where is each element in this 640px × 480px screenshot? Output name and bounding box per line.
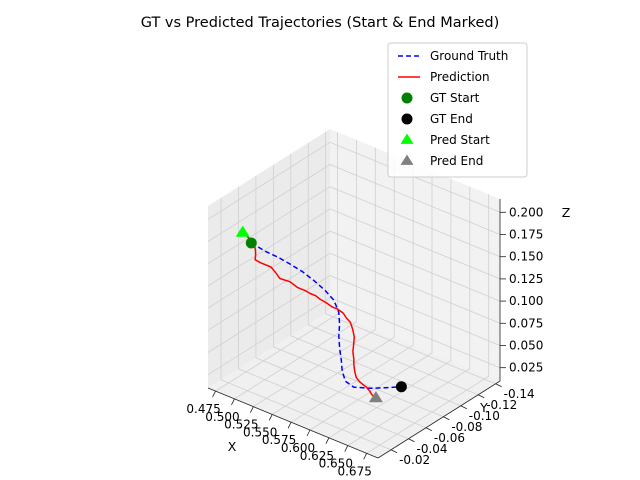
x-tick-label: 0.650 <box>319 457 353 471</box>
x-tick-label: 0.525 <box>224 418 258 432</box>
z-gridline <box>207 208 501 287</box>
prediction-line <box>242 232 377 399</box>
axes-edges <box>207 199 501 459</box>
z-tick-label: 0.050 <box>509 338 543 352</box>
y-axis-line <box>377 380 501 459</box>
y-tick <box>443 416 450 421</box>
legend-box <box>387 42 528 178</box>
y-tick-label: -0.12 <box>486 398 517 412</box>
z-gridline <box>207 164 501 242</box>
x-gridline <box>347 186 471 446</box>
y-tick-label: -0.06 <box>434 431 465 445</box>
gt-start-marker <box>245 237 257 249</box>
y-gridline <box>307 142 479 396</box>
z-tick-label: 0.150 <box>509 250 543 264</box>
z-gridline <box>207 141 501 220</box>
z-tick-label: 0.075 <box>509 316 543 330</box>
back-pane <box>330 129 500 381</box>
x-tick <box>212 390 216 398</box>
z-gridline <box>207 297 501 376</box>
legend-label: Ground Truth <box>430 49 508 63</box>
z-tick-label: 0.125 <box>509 272 543 286</box>
y-tick-label: -0.02 <box>399 453 430 467</box>
x-gridline <box>271 155 395 415</box>
pred-start-marker <box>235 225 250 237</box>
y-tick <box>478 394 485 399</box>
x-gridline <box>328 178 452 439</box>
x-tick-label: 0.600 <box>281 441 315 455</box>
ground-truth-line <box>250 242 402 390</box>
y-tick <box>495 383 502 388</box>
chart-title: GT vs Predicted Trajectories (Start & En… <box>141 15 500 31</box>
legend-swatch <box>400 154 414 165</box>
y-tick <box>390 449 398 454</box>
y-tick-label: -0.10 <box>469 409 500 423</box>
x-gridline <box>290 163 414 423</box>
z-axis-label: Z <box>562 205 571 220</box>
x-axis-label: X <box>228 439 237 454</box>
gt-end-marker <box>395 381 407 393</box>
x-gridline <box>309 171 433 431</box>
legend-label: Pred End <box>430 154 483 168</box>
z-gridline <box>207 275 501 353</box>
pred-end-marker <box>368 391 383 403</box>
legend-swatch <box>401 113 413 125</box>
marker-group <box>235 225 407 403</box>
x-tick-label: 0.500 <box>205 410 239 424</box>
z-tick-label: 0.025 <box>509 361 543 375</box>
series-group <box>242 232 402 399</box>
x-gridline <box>253 147 376 408</box>
legend-swatch <box>400 133 414 144</box>
x-tick-label: 0.475 <box>186 402 220 416</box>
legend-label: GT End <box>430 112 473 126</box>
legend-label: GT Start <box>430 91 480 105</box>
x-gridline <box>366 194 490 454</box>
legend-label: Pred Start <box>430 133 490 147</box>
z-tick-label: 0.200 <box>509 205 543 219</box>
y-axis-label: Y <box>479 400 488 415</box>
x-tick <box>306 429 311 437</box>
y-gridline <box>220 197 392 451</box>
x-tick <box>287 422 292 429</box>
y-tick <box>425 427 433 432</box>
y-tick-label: -0.08 <box>451 420 482 434</box>
y-tick <box>408 438 415 443</box>
x-tick-label: 0.550 <box>243 425 277 439</box>
y-tick-label: -0.04 <box>417 442 448 456</box>
legend: Ground Truth Prediction GT Start GT End Pred… <box>387 42 528 178</box>
x-tick <box>231 398 235 406</box>
z-gridline <box>207 230 501 309</box>
x-tick <box>325 437 330 444</box>
x-axis-line <box>207 387 379 459</box>
y-gridline <box>238 186 409 440</box>
y-gridline <box>272 164 444 418</box>
x-gridline <box>215 132 339 392</box>
y-gridline <box>255 175 427 429</box>
z-gridline <box>207 252 501 331</box>
x-tick-label: 0.675 <box>337 464 371 478</box>
x-tick-label: 0.625 <box>300 449 334 463</box>
x-tick <box>363 453 368 460</box>
y-gridline <box>325 131 496 385</box>
y-tick-label: -0.14 <box>504 387 535 401</box>
z-tick-label: 0.100 <box>509 294 543 308</box>
y-tick <box>460 405 467 410</box>
floor-pane <box>208 311 500 458</box>
legend-label: Prediction <box>430 70 490 84</box>
x-tick <box>344 445 349 452</box>
z-tick-label: 0.175 <box>509 228 543 242</box>
axes-ticks: 0.4750.5000.5250.5500.5750.6000.6250.650… <box>186 205 543 478</box>
x-tick <box>268 414 273 421</box>
x-gridline <box>234 139 357 400</box>
legend-swatch <box>401 92 413 104</box>
x-tick <box>249 406 254 413</box>
x-tick-label: 0.575 <box>262 433 296 447</box>
